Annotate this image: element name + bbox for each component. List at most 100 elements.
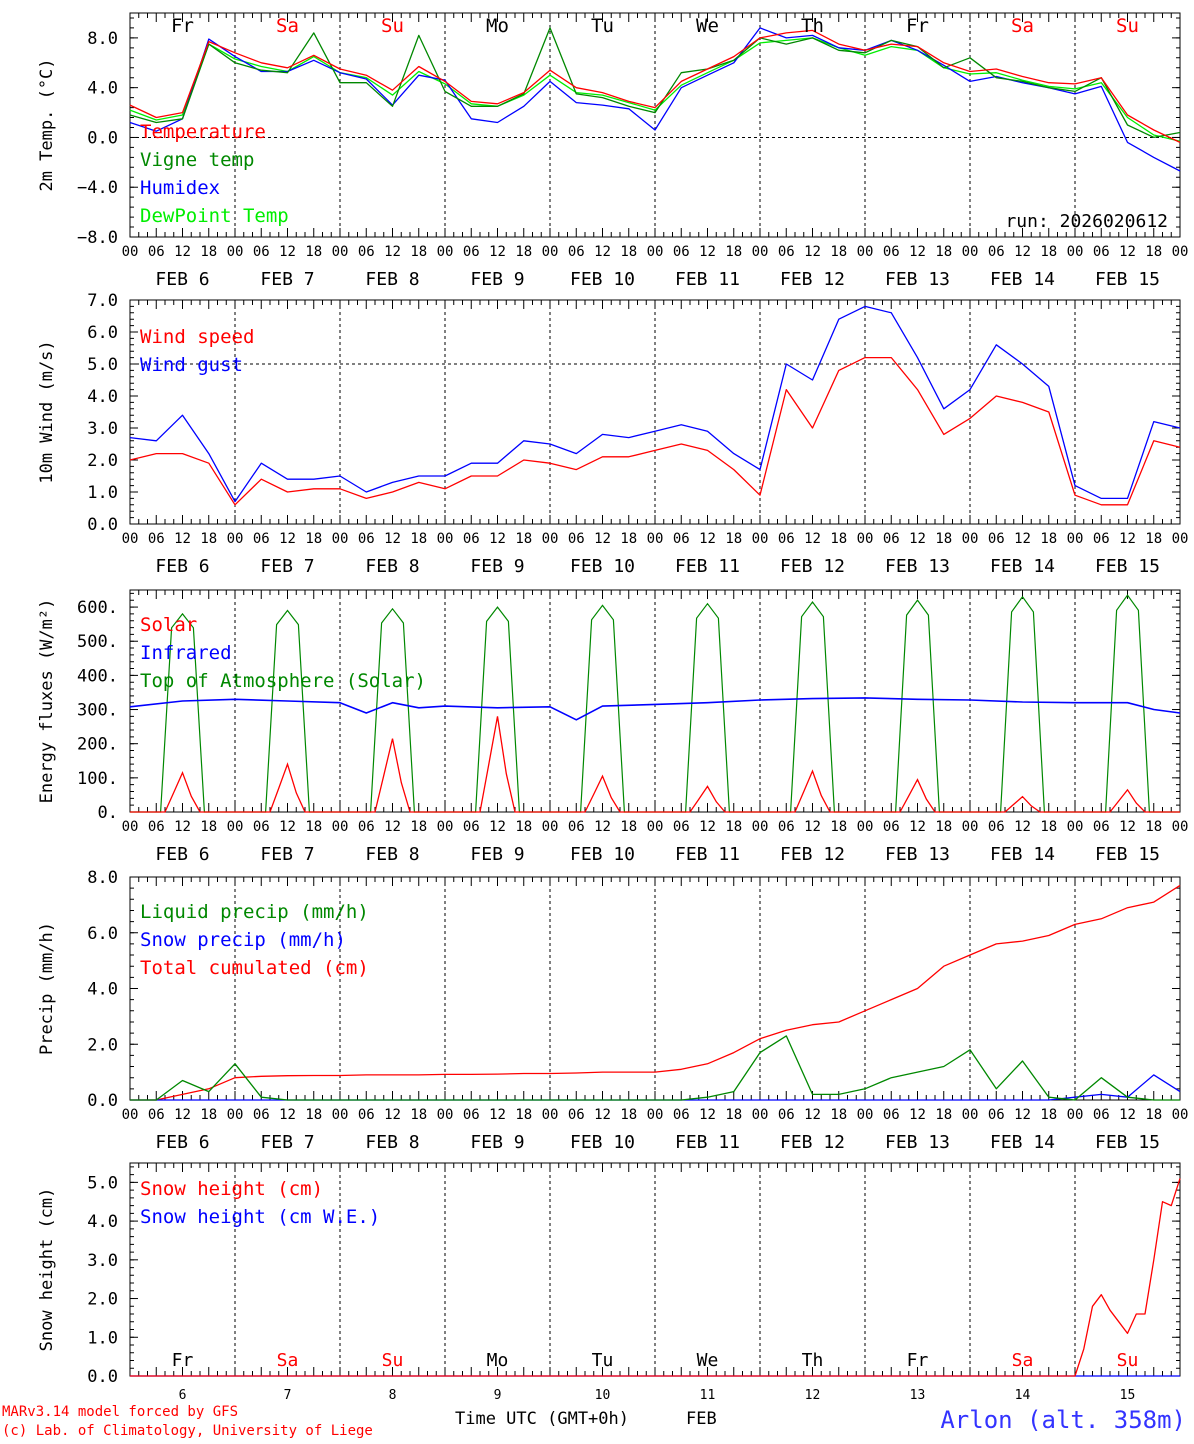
hour-label: 06 — [673, 244, 690, 260]
day-number: 9 — [494, 1388, 502, 1403]
hour-label: 12 — [384, 1107, 401, 1123]
y-axis-label: Energy fluxes (W/m²) — [37, 599, 57, 804]
hour-label: 00 — [647, 244, 664, 260]
legend-entry: Liquid precip (mm/h) — [140, 901, 369, 923]
hour-label: 00 — [857, 1107, 874, 1123]
series-wind-speed — [129, 356, 1181, 506]
hour-label: 18 — [1040, 531, 1057, 547]
legend-entry: Vigne temp — [140, 149, 254, 171]
hour-label: 12 — [489, 531, 506, 547]
day-separators — [234, 1163, 1076, 1376]
date-label: FEB 11 — [675, 556, 740, 577]
hour-label: 06 — [358, 1107, 375, 1123]
date-label: FEB 9 — [470, 1132, 524, 1153]
weekday-label: Tu — [592, 1350, 614, 1371]
hour-label: 18 — [830, 1107, 847, 1123]
hour-label: 12 — [1014, 244, 1031, 260]
date-label: FEB 9 — [470, 844, 524, 865]
y-tick-label: 4.0 — [87, 79, 118, 99]
date-label: FEB 12 — [780, 269, 845, 290]
hour-label: 06 — [673, 531, 690, 547]
date-label: FEB 9 — [470, 269, 524, 290]
hour-label: 18 — [1145, 1107, 1162, 1123]
hour-label: 12 — [384, 244, 401, 260]
date-label: FEB 15 — [1095, 844, 1160, 865]
weekday-label: Su — [382, 1350, 404, 1371]
date-label: FEB 8 — [365, 269, 419, 290]
time-axis-label: Time UTC (GMT+0h) — [455, 1409, 629, 1429]
hour-label: 12 — [1119, 244, 1136, 260]
y-tick-label: 4.0 — [87, 387, 118, 407]
series-vigne-temp — [129, 27, 1181, 139]
hour-label: 12 — [804, 531, 821, 547]
hour-label: 00 — [542, 1107, 559, 1123]
y-tick-label: 7.0 — [87, 291, 118, 311]
series-dewpoint-temp — [129, 37, 1181, 142]
y-tick-label: 5.0 — [87, 355, 118, 375]
hour-label: 06 — [1093, 1107, 1110, 1123]
day-number: 7 — [284, 1388, 292, 1403]
y-tick-label: 0.0 — [87, 515, 118, 535]
hour-label: 00 — [437, 531, 454, 547]
hour-label: 06 — [883, 819, 900, 835]
day-number: 6 — [179, 1388, 187, 1403]
hour-label: 00 — [227, 531, 244, 547]
hour-label: 18 — [725, 819, 742, 835]
hour-label: 06 — [778, 819, 795, 835]
hour-label: 00 — [437, 1107, 454, 1123]
hour-label: 00 — [752, 531, 769, 547]
hour-label: 18 — [620, 819, 637, 835]
hour-label: 06 — [673, 819, 690, 835]
weekday-label: We — [697, 1350, 719, 1371]
plot-frame — [129, 12, 1181, 238]
date-label: FEB 14 — [990, 556, 1055, 577]
hour-label: 06 — [148, 819, 165, 835]
hour-label: 06 — [673, 1107, 690, 1123]
weekday-label: Th — [801, 15, 824, 37]
date-label: FEB 13 — [885, 844, 950, 865]
hour-label: 18 — [515, 531, 532, 547]
series-wind-gust — [129, 305, 1181, 503]
hour-label: 00 — [332, 531, 349, 547]
hour-label: 06 — [358, 819, 375, 835]
hour-label: 06 — [148, 1107, 165, 1123]
hour-label: 06 — [988, 531, 1005, 547]
hour-label: 00 — [1172, 1107, 1189, 1123]
y-axis-label: 2m Temp. (°C) — [37, 58, 57, 191]
weekday-label: Su — [381, 15, 404, 37]
date-label: FEB 10 — [570, 269, 635, 290]
y-tick-label: 2.0 — [87, 451, 118, 471]
hour-label: 18 — [1145, 244, 1162, 260]
hour-label: 18 — [410, 819, 427, 835]
hour-label: 00 — [647, 819, 664, 835]
hour-label: 06 — [463, 1107, 480, 1123]
hour-label: 12 — [594, 531, 611, 547]
hour-label: 18 — [410, 244, 427, 260]
hour-label: 12 — [279, 819, 296, 835]
hour-label: 00 — [647, 531, 664, 547]
day-separators — [234, 590, 1076, 812]
legend-entry: Wind gust — [140, 354, 243, 376]
weekday-label: Sa — [1011, 15, 1034, 37]
legend-entry: Snow precip (mm/h) — [140, 929, 346, 951]
hour-label: 18 — [200, 531, 217, 547]
y-tick-label: 4.0 — [87, 1212, 118, 1232]
day-number: 15 — [1120, 1388, 1136, 1403]
hour-label: 00 — [122, 531, 139, 547]
y-axis-label: Snow height (cm) — [37, 1188, 57, 1352]
x-minor-ticks — [129, 590, 1181, 812]
x-minor-ticks — [129, 13, 1181, 237]
series-snow-height-cm- — [130, 1178, 1181, 1377]
credit-line-1: MARv3.14 model forced by GFS — [2, 1404, 238, 1420]
y-tick-label: 5.0 — [87, 1173, 118, 1193]
hour-label: 00 — [1172, 244, 1189, 260]
weekday-label: Tu — [591, 15, 614, 37]
y-tick-label: 6.0 — [87, 323, 118, 343]
x-minor-ticks — [129, 300, 1181, 524]
y-tick-label: 400. — [77, 666, 118, 686]
credit-line-2: (c) Lab. of Climatology, University of L… — [2, 1423, 373, 1439]
time-axis-month: FEB — [686, 1409, 717, 1429]
hour-label: 00 — [1067, 531, 1084, 547]
hour-label: 06 — [988, 1107, 1005, 1123]
